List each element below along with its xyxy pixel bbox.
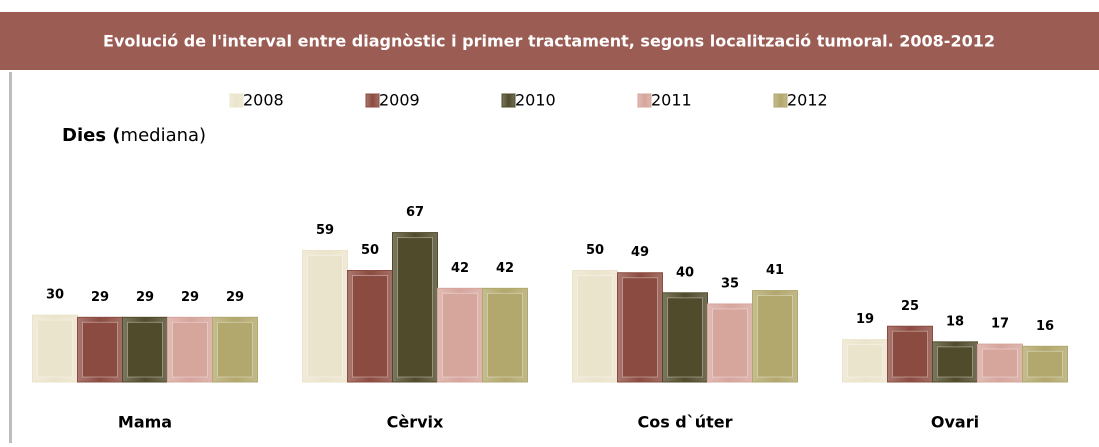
data-label: 59 [316,223,334,238]
legend-swatch [229,93,244,108]
bar-bevel [37,319,73,378]
chart-title: Evolució de l'interval entre diagnòstic … [103,32,995,51]
x-tick-label: Cèrvix [387,413,444,432]
bar-bevel [217,321,253,378]
bar-bevel [172,321,208,378]
legend-swatch [365,93,380,108]
y-axis-label: Dies (mediana) [62,125,206,146]
data-label: 41 [766,263,784,278]
legend-label: 2011 [651,91,692,110]
bar-bevel [892,330,928,378]
bar-bevel [667,297,703,378]
y-label-bold: Dies ( [62,125,121,146]
bar-bevel [397,237,433,378]
bar-bevel [622,277,658,378]
data-label: 29 [91,290,109,305]
data-label: 16 [1036,319,1054,334]
legend-label: 2010 [515,91,556,110]
data-label: 49 [631,245,649,260]
data-label: 25 [901,299,919,314]
data-label: 17 [991,317,1009,332]
bar-bevel [577,275,613,378]
data-label: 42 [451,261,469,276]
bar-bevel [757,295,793,378]
data-label: 30 [46,288,64,303]
bar-bevel [982,348,1018,378]
legend-swatch [773,93,788,108]
bar-bevel [1027,350,1063,378]
bar-bevel [442,292,478,378]
data-label: 19 [856,312,874,327]
data-label: 29 [181,290,199,305]
bar-bevel [937,346,973,378]
data-label: 18 [946,314,964,329]
data-label: 35 [721,276,739,291]
legend-swatch [501,93,516,108]
data-label: 50 [586,243,604,258]
x-tick-label: Cos d`úter [637,413,732,432]
legend-label: 2012 [787,91,828,110]
bar-bevel [847,344,883,378]
legend-swatch [637,93,652,108]
x-tick-label: Ovari [931,413,979,432]
legend-label: 2008 [243,91,284,110]
bar-bevel [307,254,343,378]
data-label: 29 [136,290,154,305]
bar-bevel [712,308,748,378]
data-label: 29 [226,290,244,305]
bar-bevel [487,292,523,378]
bar-bevel [352,275,388,378]
bar-bevel [127,321,163,378]
data-label: 67 [406,205,424,220]
left-border [9,72,12,443]
data-label: 42 [496,261,514,276]
bar-bevel [82,321,118,378]
title-bar [0,12,1099,70]
y-label-normal: mediana) [121,125,207,146]
legend-label: 2009 [379,91,420,110]
data-label: 40 [676,265,694,280]
data-label: 50 [361,243,379,258]
x-tick-label: Mama [118,413,172,432]
